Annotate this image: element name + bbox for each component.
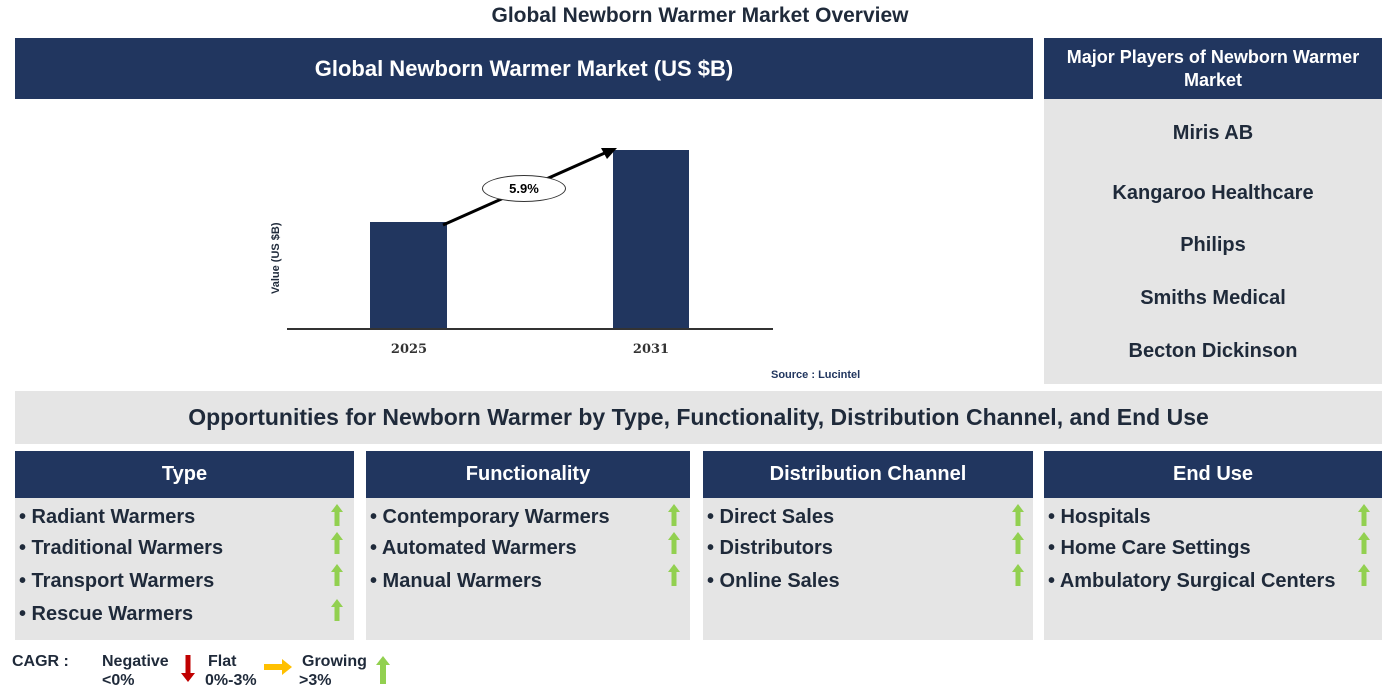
cagr-badge: 5.9% [482,175,566,202]
source-note: Source : Lucintel [771,369,861,381]
segment-item: • Radiant Warmers [19,506,196,528]
player-item: Miris AB [1172,122,1254,144]
y-axis-label: Value (US $B) [270,222,282,294]
segment-item: • Automated Warmers [370,537,577,559]
growing-arrow-icon [1358,504,1370,526]
growing-arrow-icon [331,564,343,586]
segment-header-functionality: Functionality [366,451,690,498]
legend-growing-range: >3% [299,672,332,689]
segment-item: • Traditional Warmers [19,537,224,559]
growing-arrow-icon [668,532,680,554]
down-arrow-red-icon [181,655,195,682]
opportunities-banner: Opportunities for Newborn Warmer by Type… [15,391,1382,444]
page-title: Global Newborn Warmer Market Overview [491,4,909,27]
legend-growing: Growing >3% [299,652,367,690]
legend-flat: Flat 0%-3% [205,652,257,690]
segment-item: • Transport Warmers [19,570,215,592]
segment-item: • Direct Sales [707,506,835,528]
legend-growing-title: Growing [302,653,367,670]
growing-arrow-icon [1358,532,1370,554]
growing-arrow-icon [331,504,343,526]
bar-chart: Value (US $B) 5.9% 2025 2031 Source : Lu… [15,99,1033,389]
chart-header: Global Newborn Warmer Market (US $B) [15,38,1033,99]
legend-flat-title: Flat [208,653,237,670]
segment-item: • Home Care Settings [1048,537,1251,559]
segment-end-use: • Hospitals • Home Care Settings • Ambul… [1044,498,1382,640]
legend-negative: Negative <0% [102,652,169,690]
legend-flat-range: 0%-3% [205,672,257,689]
segment-item: • Ambulatory Surgical Centers [1048,570,1336,592]
growing-arrow-icon [331,532,343,554]
player-item: Kangaroo Healthcare [1112,182,1314,204]
players-header: Major Players of Newborn Warmer Market [1044,38,1382,99]
segment-item: • Distributors [707,537,833,559]
x-tick-2025: 2025 [390,342,428,357]
segment-item: • Hospitals [1048,506,1151,528]
growing-arrow-icon [668,564,680,586]
growing-arrow-icon [331,599,343,621]
segment-type: • Radiant Warmers • Traditional Warmers … [15,498,354,640]
bar-2031 [613,150,689,329]
up-arrow-green-icon [376,656,390,684]
right-arrow-yellow-icon [264,659,292,675]
growing-arrow-icon [1358,564,1370,586]
player-item: Smiths Medical [1140,287,1286,309]
segment-item: • Contemporary Warmers [370,506,610,528]
segment-item: • Rescue Warmers [19,603,194,625]
segment-distribution-channel: • Direct Sales • Distributors • Online S… [703,498,1033,640]
growing-arrow-icon [1012,504,1024,526]
x-axis-line [287,328,773,330]
players-list: Miris AB Kangaroo Healthcare Philips Smi… [1044,99,1382,384]
growing-arrow-icon [1012,564,1024,586]
segment-item: • Online Sales [707,570,840,592]
growing-arrow-icon [1012,532,1024,554]
segment-item: • Manual Warmers [370,570,542,592]
legend-negative-range: <0% [102,672,135,689]
segment-functionality: • Contemporary Warmers • Automated Warme… [366,498,690,640]
legend-negative-title: Negative [102,653,169,670]
segment-header-end-use: End Use [1044,451,1382,498]
bar-2025 [370,222,447,329]
x-tick-2031: 2031 [632,342,670,357]
player-item: Philips [1180,234,1246,256]
growing-arrow-icon [668,504,680,526]
player-item: Becton Dickinson [1128,340,1298,362]
segment-header-distribution-channel: Distribution Channel [703,451,1033,498]
cagr-legend-label: CAGR : [12,653,69,670]
segment-header-type: Type [15,451,354,498]
